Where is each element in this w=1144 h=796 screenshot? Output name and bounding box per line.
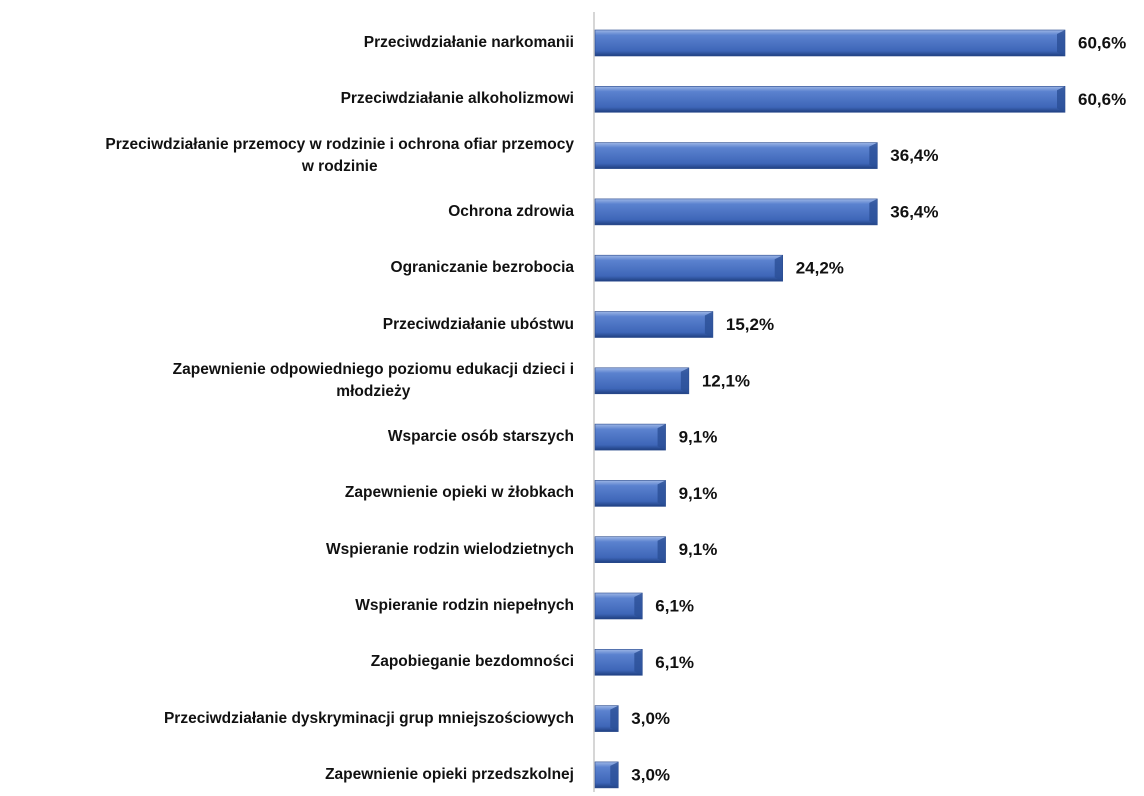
bar-bevel [610,705,619,732]
category-label: Wspieranie rodzin wielodzietnych [325,540,574,558]
category-label: Przeciwdziałanie narkomanii [363,34,574,51]
bar [594,142,878,169]
value-label: 60,6% [1078,90,1126,109]
bar-bevel [657,480,666,507]
value-label: 6,1% [655,596,694,615]
bar [594,86,1066,113]
value-label: 60,6% [1078,33,1126,52]
bar [594,423,666,451]
bar [594,198,878,226]
bar [594,480,666,507]
category-label-line: w rodzinie [301,157,378,175]
value-label: 24,2% [796,259,844,278]
bar [594,311,714,338]
value-label: 12,1% [702,371,750,390]
category-label: Przeciwdziałanie ubóstwu [382,315,574,333]
bar [594,29,1066,57]
category-label: Przeciwdziałanie dyskryminacji grup mnie… [163,709,574,727]
bar-bevel [774,255,783,282]
value-label: 9,1% [679,428,718,447]
value-label: 3,0% [631,765,670,784]
value-label: 6,1% [655,653,694,672]
category-label-line: młodzieży [336,382,411,400]
bar-bevel [634,593,643,619]
category-label: Ograniczanie bezrobocia [390,259,574,277]
bar-bevel [1057,86,1065,113]
bar [594,536,666,564]
bar-bevel [657,424,666,451]
category-label: Przeciwdziałanie przemocy w rodzinie i o… [105,134,574,178]
bar-bevel [869,198,878,225]
value-label: 36,4% [890,146,938,165]
value-label: 9,1% [679,540,718,559]
bar-bevel [680,367,689,394]
bar-bevel [657,536,666,563]
bar-bevel [634,649,643,676]
category-label: Zapewnienie opieki przedszkolnej [325,765,574,783]
category-label: Wsparcie osób starszych [387,428,574,446]
bar-bevel [869,142,878,169]
bar-bevel [610,761,619,788]
value-label: 9,1% [679,484,718,503]
bar-bevel [1057,30,1065,56]
category-label: Przeciwdziałanie alkoholizmowi [340,90,574,108]
category-label-line: Przeciwdziałanie przemocy w rodzinie i o… [105,135,574,153]
bar [594,367,690,395]
category-label: Zapewnienie opieki w żłobkach [344,484,574,502]
category-label: Ochrona zdrowia [448,202,574,220]
category-label: Wspieranie rodzin niepełnych [355,597,574,614]
bar [594,254,783,282]
bar-bevel [704,311,713,338]
value-label: 36,4% [890,202,938,221]
category-label: Zapobieganie bezdomności [370,653,574,671]
category-label: Zapewnienie odpowiedniego poziomu edukac… [173,359,574,403]
value-label: 15,2% [726,315,774,334]
category-label-line: Zapewnienie odpowiedniego poziomu edukac… [172,360,574,378]
value-label: 3,0% [631,709,670,728]
